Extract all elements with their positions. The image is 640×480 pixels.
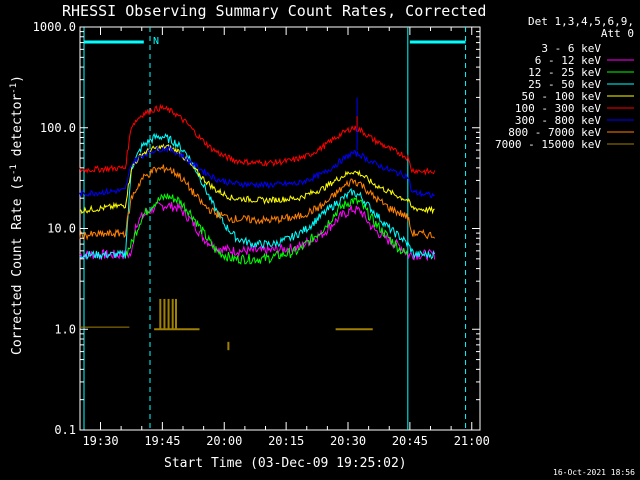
x-tick-label-6: 21:00	[454, 434, 490, 448]
chart-title: RHESSI Observing Summary Count Rates, Co…	[62, 2, 486, 20]
y-tick-label-3: 1.0	[54, 322, 76, 336]
legend-label-5: 100 - 300 keV	[515, 102, 601, 115]
legend-label-1: 6 - 12 keV	[535, 54, 602, 67]
series-line-3	[79, 132, 436, 261]
legend-header-1: Att 0	[601, 27, 634, 40]
legend-label-0: 3 - 6 keV	[541, 42, 601, 55]
x-tick-label-2: 20:00	[206, 434, 242, 448]
y-tick-label-1: 100.0	[40, 121, 76, 135]
series-line-4	[79, 143, 435, 215]
night-annotation: N	[153, 36, 159, 47]
x-tick-label-5: 20:45	[392, 434, 428, 448]
axes-layer: 1000.0 100.0 10.0 1.0 0.1 19:30 19:45 20:00 20:1…	[33, 20, 490, 448]
x-tick-label-1: 19:45	[144, 434, 180, 448]
legend-label-8: 7000 - 15000 keV	[495, 138, 601, 151]
x-tick-label-0: 19:30	[82, 434, 118, 448]
legend-label-6: 300 - 800 keV	[515, 114, 601, 127]
plot-border	[79, 26, 481, 431]
y-axis-title: Corrected Count Rate (s-1 detector-1)	[9, 75, 25, 355]
y-tick-label-0: 1000.0	[33, 20, 76, 34]
y-tick-label-4: 0.1	[54, 423, 76, 437]
series-line-5	[79, 103, 436, 176]
series-line-2	[124, 193, 409, 265]
plot-frame	[79, 26, 481, 431]
legend-label-2: 12 - 25 keV	[528, 66, 601, 79]
spikes-layer	[154, 97, 373, 351]
x-axis-title: Start Time (03-Dec-09 19:25:02)	[164, 456, 407, 471]
legend-label-4: 50 - 100 keV	[522, 90, 602, 103]
series-line-7	[79, 164, 435, 241]
y-tick-label-2: 10.0	[47, 222, 76, 236]
x-tick-label-4: 20:30	[330, 434, 366, 448]
night-markers	[83, 27, 467, 430]
legend-label-3: 25 - 50 keV	[528, 78, 601, 91]
series-layer	[79, 103, 436, 328]
legend-header-0: Det 1,3,4,5,6,9,	[528, 15, 634, 28]
legend-label-7: 800 - 7000 keV	[508, 126, 601, 139]
footer-timestamp: 16-Oct-2021 18:56	[553, 468, 635, 477]
series-line-1	[79, 201, 436, 262]
x-tick-label-3: 20:15	[268, 434, 304, 448]
series-line-6	[79, 145, 435, 198]
